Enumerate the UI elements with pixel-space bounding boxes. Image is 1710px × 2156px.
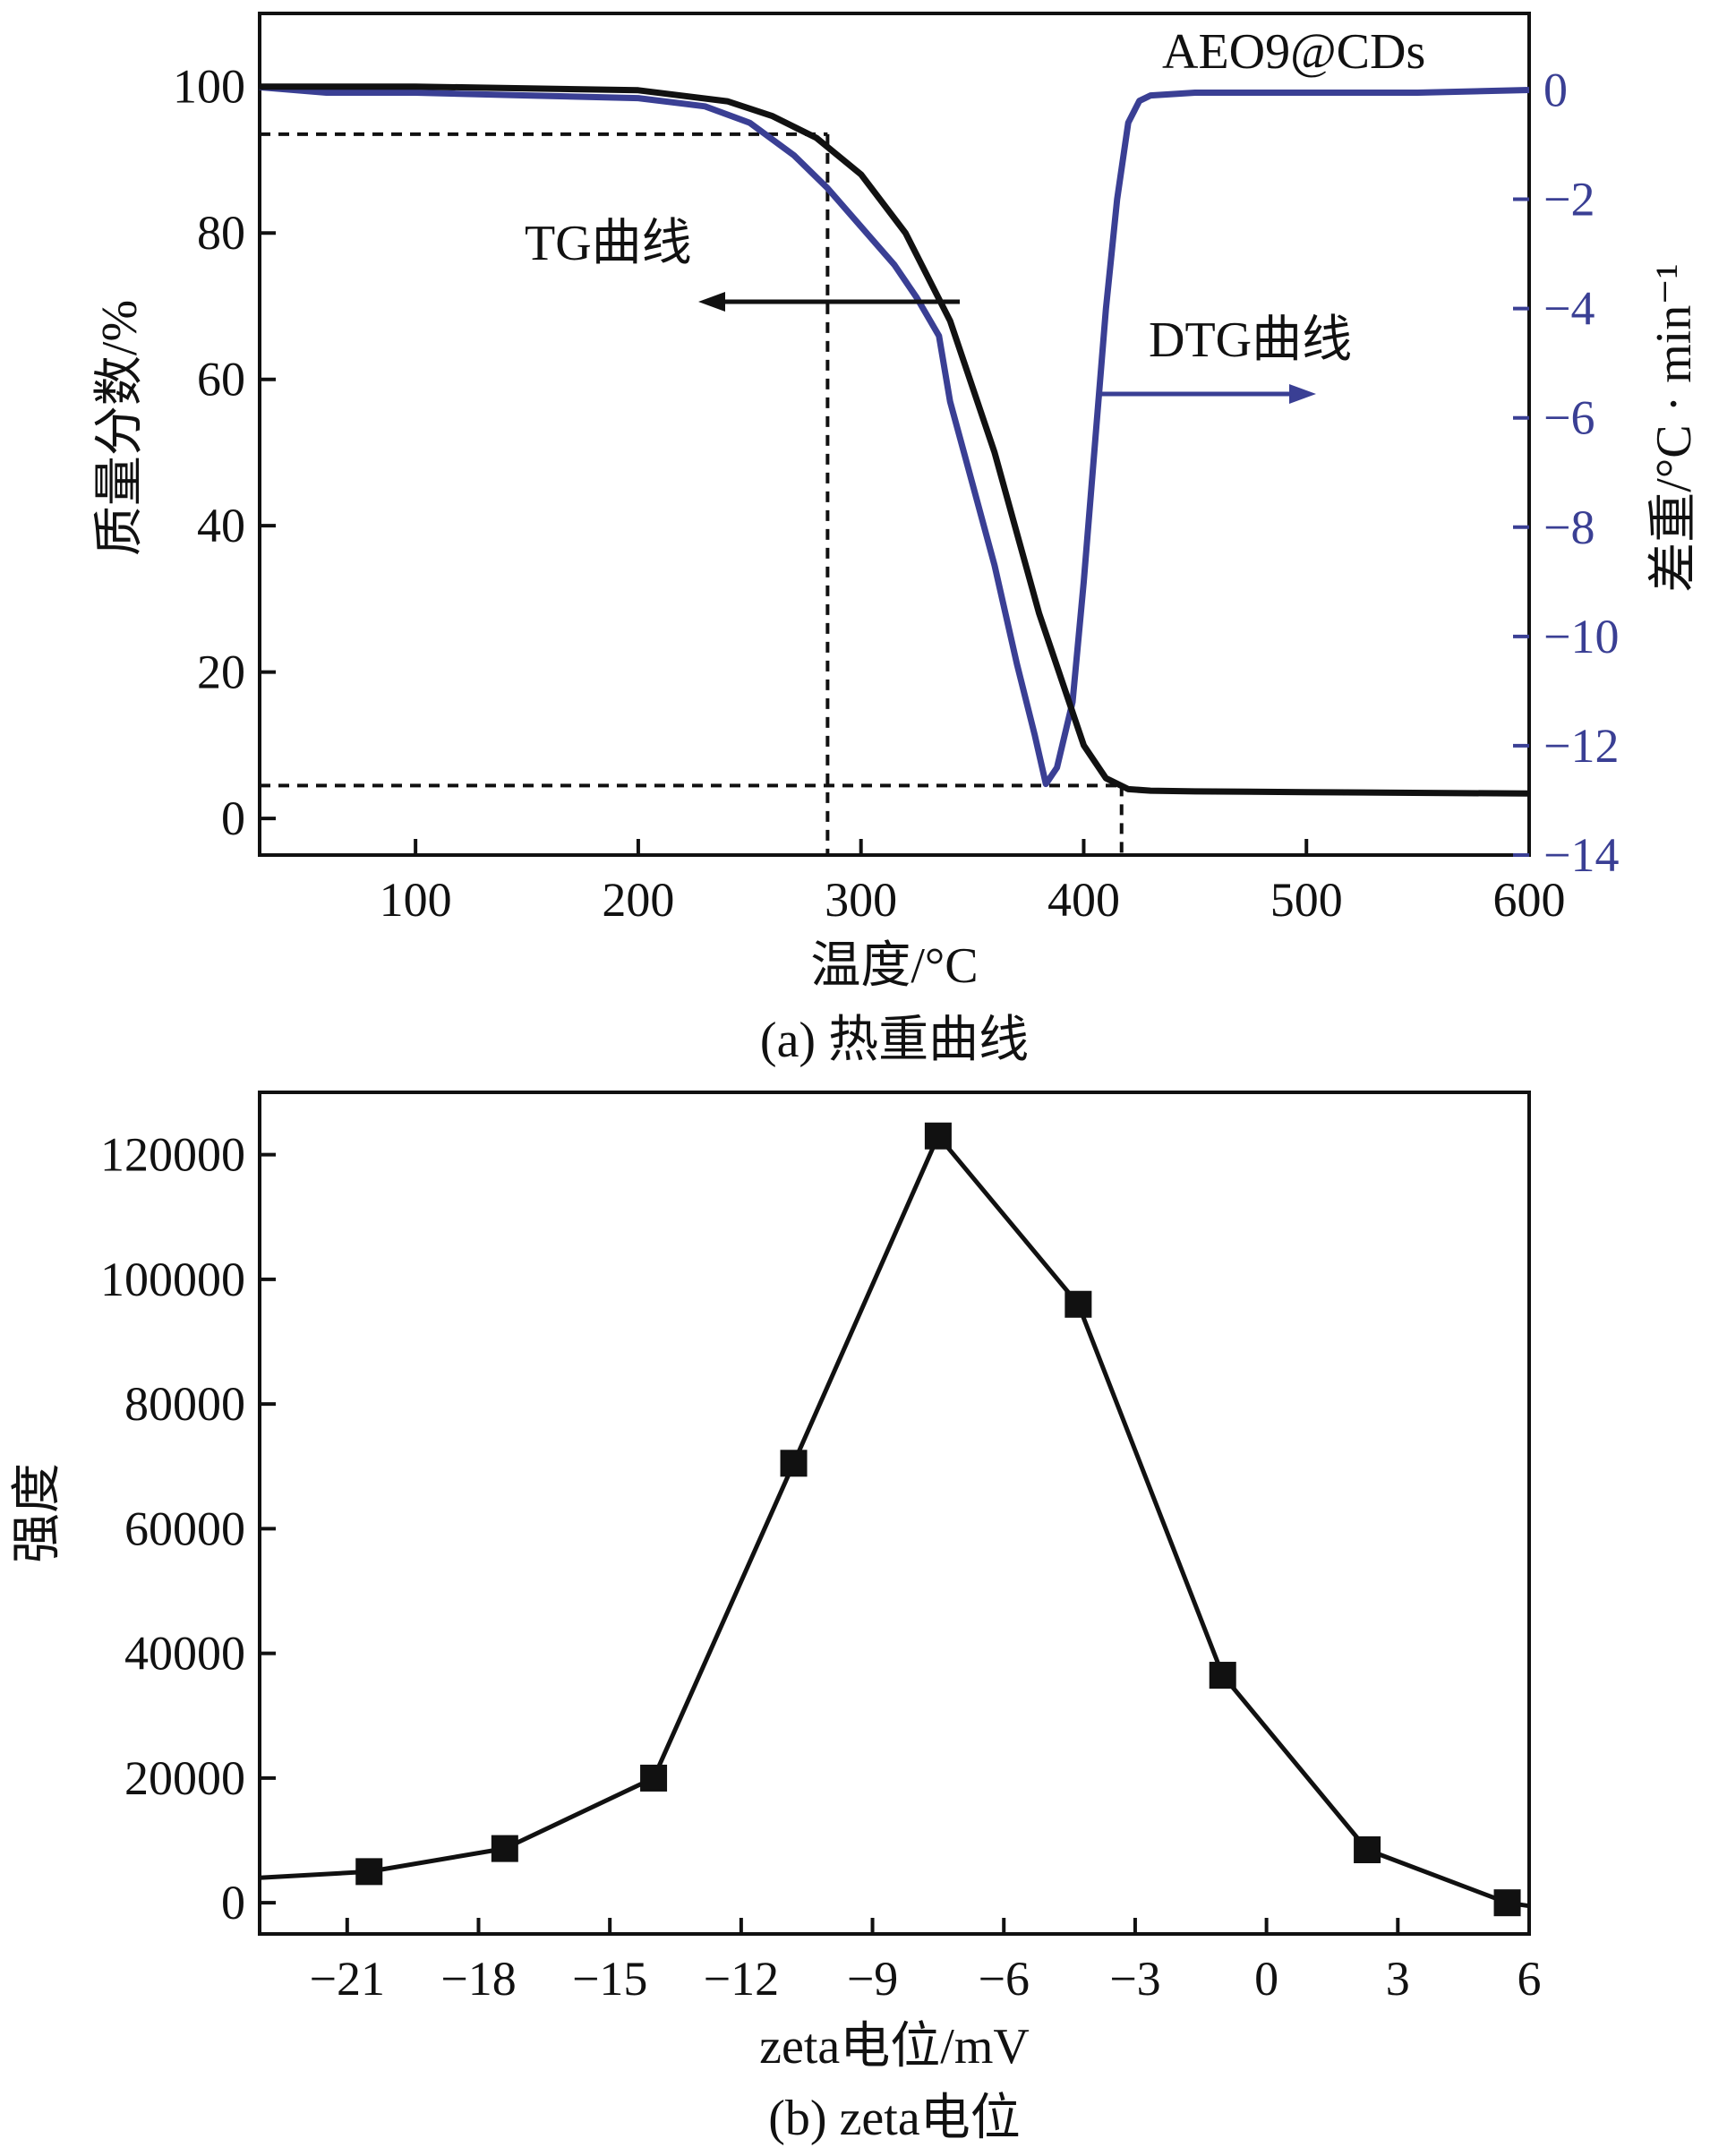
dtg-arrow xyxy=(1101,384,1316,404)
x-tick-label: 100 xyxy=(380,873,452,927)
x-tick-label: 400 xyxy=(1047,873,1120,927)
tg-caption: (a) 热重曲线 xyxy=(760,1013,1029,1068)
y-tick-label: 60000 xyxy=(124,1502,245,1555)
zeta-y-ticks: 0 20000 40000 60000 80000 100000 120000 xyxy=(100,1128,276,1929)
tg-title: AEO9@CDs xyxy=(1162,24,1425,80)
tg-y-axis-label: 质量分数/% xyxy=(92,300,148,556)
x-tick-label: −9 xyxy=(847,1952,898,2006)
data-point xyxy=(491,1835,518,1862)
x-tick-label: 0 xyxy=(1254,1952,1278,2006)
y-tick-label: 20 xyxy=(197,646,245,699)
y-tick-label: 80000 xyxy=(124,1377,245,1431)
y2-tick-label: −10 xyxy=(1543,610,1619,663)
y2-tick-label: −12 xyxy=(1543,719,1619,773)
tg-annotation: TG曲线 xyxy=(525,216,692,271)
data-point xyxy=(1209,1662,1236,1690)
y-tick-label: 120000 xyxy=(100,1128,245,1182)
x-tick-label: −21 xyxy=(310,1952,385,2006)
zeta-y-axis-label: 强度 xyxy=(10,1463,65,1563)
data-point xyxy=(780,1450,808,1477)
y2-tick-label: −8 xyxy=(1543,500,1595,554)
y-tick-label: 60 xyxy=(197,353,245,406)
dtg-y-axis-label: 差重/°C · min⁻¹ xyxy=(1646,263,1702,592)
zeta-caption: (b) zeta电位 xyxy=(768,2091,1020,2146)
zeta-plot-frame xyxy=(258,1091,1531,1936)
data-point xyxy=(640,1764,668,1792)
reference-lines xyxy=(260,132,1124,855)
y-tick-label: 100 xyxy=(173,60,245,114)
x-tick-label: −6 xyxy=(979,1952,1030,2006)
x-tick-label: 3 xyxy=(1386,1952,1410,2006)
tg-y-ticks: 0 20 40 60 80 100 xyxy=(173,60,276,845)
y-tick-label: 100000 xyxy=(100,1253,245,1306)
zeta-x-ticks: −21 −18 −15 −12 −9 −6 −3 0 3 6 xyxy=(310,1918,1542,2006)
tg-arrow xyxy=(698,292,960,312)
zeta-x-axis-label: zeta电位/mV xyxy=(759,2019,1030,2075)
dtg-annotation: DTG曲线 xyxy=(1149,312,1352,368)
tg-x-axis-label: 温度/°C xyxy=(810,938,978,994)
tg-panel: 100 200 300 400 500 600 0 20 40 60 80 100 0 −2 −4 −6 −… xyxy=(92,12,1702,1068)
dtg-y2-ticks: 0 −2 −4 −6 −8 −10 −12 −14 xyxy=(1513,63,1619,882)
tg-x-ticks: 100 200 300 400 500 600 xyxy=(380,839,1566,927)
zeta-panel: −21 −18 −15 −12 −9 −6 −3 0 3 6 0 20000 40000 60000 80… xyxy=(10,1091,1542,2146)
x-tick-label: −12 xyxy=(704,1952,779,2006)
tg-series-line xyxy=(260,83,1530,797)
y-tick-label: 0 xyxy=(221,791,245,845)
y-tick-label: 40 xyxy=(197,499,245,552)
x-tick-label: 6 xyxy=(1518,1952,1542,2006)
x-tick-label: 300 xyxy=(825,873,897,927)
data-point xyxy=(355,1858,383,1886)
y-tick-label: 40000 xyxy=(124,1627,245,1681)
data-point xyxy=(924,1122,952,1150)
x-tick-label: −15 xyxy=(572,1952,647,2006)
y2-tick-label: −2 xyxy=(1543,173,1595,227)
y-tick-label: 0 xyxy=(221,1876,245,1929)
data-point xyxy=(1354,1836,1381,1863)
y2-tick-label: 0 xyxy=(1543,63,1568,116)
y2-tick-label: −14 xyxy=(1543,828,1619,882)
x-tick-label: −18 xyxy=(440,1952,516,2006)
dtg-series-line xyxy=(259,83,1530,788)
zeta-points xyxy=(355,1122,1521,1917)
zeta-series-line xyxy=(259,1134,1530,1909)
y-tick-label: 80 xyxy=(197,206,245,260)
data-point xyxy=(1493,1889,1521,1917)
x-tick-label: −3 xyxy=(1109,1952,1160,2006)
tg-plot-frame xyxy=(258,12,1531,857)
y2-tick-label: −4 xyxy=(1543,282,1595,336)
y2-tick-label: −6 xyxy=(1543,391,1595,445)
data-point xyxy=(1064,1290,1092,1318)
y-tick-label: 20000 xyxy=(124,1751,245,1805)
x-tick-label: 500 xyxy=(1270,873,1343,927)
x-tick-label: 600 xyxy=(1493,873,1566,927)
x-tick-label: 200 xyxy=(602,873,674,927)
